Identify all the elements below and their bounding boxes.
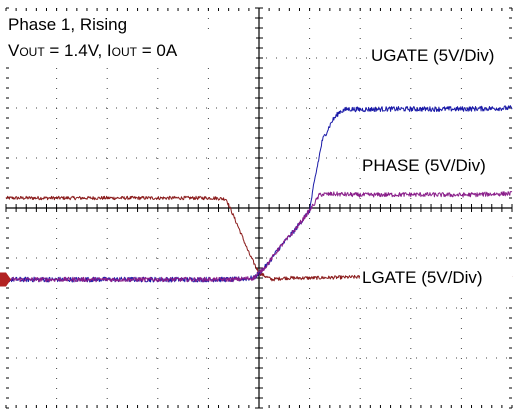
chart-subtitle: VOUT = 1.4V, IOUT = 0A [8,41,178,60]
text-layer: Phase 1, Rising VOUT = 1.4V, IOUT = 0A U… [6,13,512,289]
subtitle-v: V [8,41,20,60]
marker-layer [0,272,11,287]
trace-phase [5,190,513,283]
legend-lgate: LGATE (5V/Div) [362,268,483,287]
chart-title: Phase 1, Rising [8,15,127,34]
ground-reference-marker [0,272,11,287]
ugate-label-bg [368,43,512,67]
lgate-label-bg [360,265,512,289]
legend-phase: PHASE (5V/Div) [362,156,486,175]
subtitle-bg [6,37,256,61]
subtitle-v-rest: = 1.4V, [45,41,107,60]
grid-layer [5,7,513,409]
legend-ugate: UGATE (5V/Div) [371,46,494,65]
title-bg [6,13,166,35]
subtitle-i-sub: OUT [112,45,138,59]
subtitle-i-rest: = 0A [137,41,178,60]
subtitle-v-sub: OUT [19,45,45,59]
phase-label-bg [360,153,512,177]
subtitle-i: I [107,41,112,60]
